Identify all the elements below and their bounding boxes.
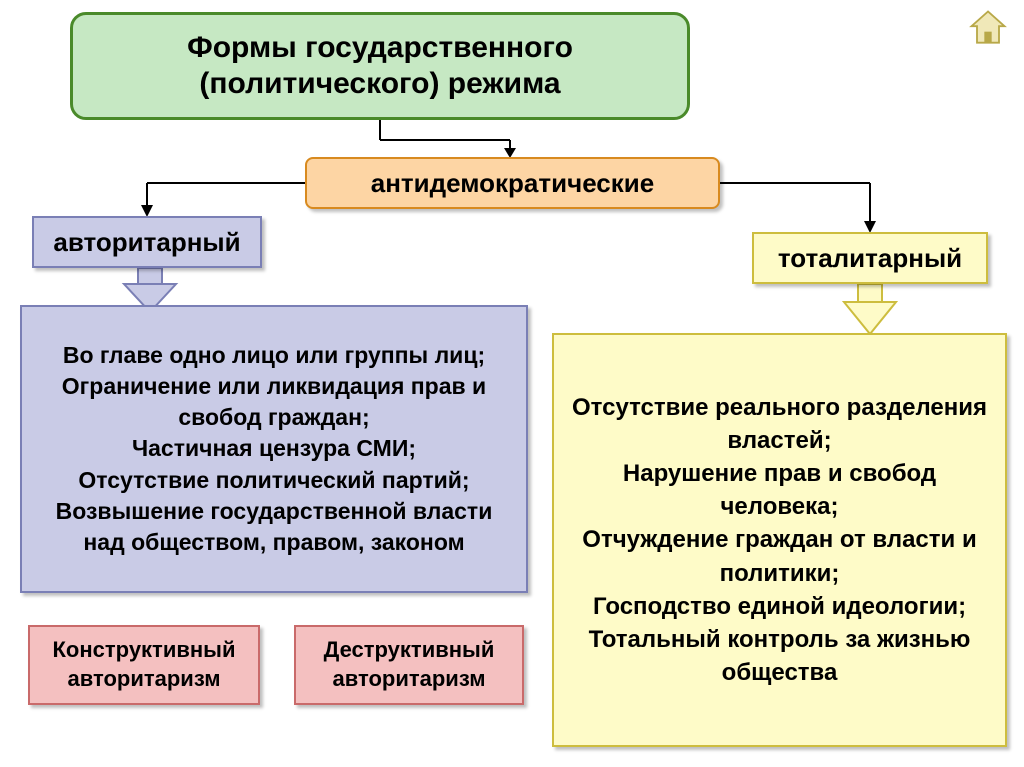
- title-box: Формы государственного (политического) р…: [70, 12, 690, 120]
- title-text: Формы государственного (политического) р…: [89, 30, 671, 102]
- connector-title-anti: [370, 120, 530, 160]
- constructive-box: Конструктивный авторитаризм: [28, 625, 260, 705]
- authoritarian-label-box: авторитарный: [32, 216, 262, 268]
- authoritarian-body: Во главе одно лицо или группы лиц; Огран…: [20, 305, 528, 593]
- totalitarian-label: тоталитарный: [778, 243, 962, 274]
- constructive-text: Конструктивный авторитаризм: [30, 636, 258, 693]
- totalitarian-label-box: тоталитарный: [752, 232, 988, 284]
- antidemocratic-label: антидемократические: [371, 168, 654, 199]
- antidemocratic-box: антидемократические: [305, 157, 720, 209]
- destructive-box: Деструктивный авторитаризм: [294, 625, 524, 705]
- totalitarian-body-text: Отсутствие реального разделения властей;…: [566, 391, 993, 689]
- authoritarian-label: авторитарный: [53, 227, 240, 258]
- totalitarian-body: Отсутствие реального разделения властей;…: [552, 333, 1007, 747]
- home-icon[interactable]: [966, 6, 1010, 50]
- arrow-total-down: [840, 284, 900, 340]
- destructive-text: Деструктивный авторитаризм: [296, 636, 522, 693]
- authoritarian-body-text: Во главе одно лицо или группы лиц; Огран…: [32, 340, 516, 557]
